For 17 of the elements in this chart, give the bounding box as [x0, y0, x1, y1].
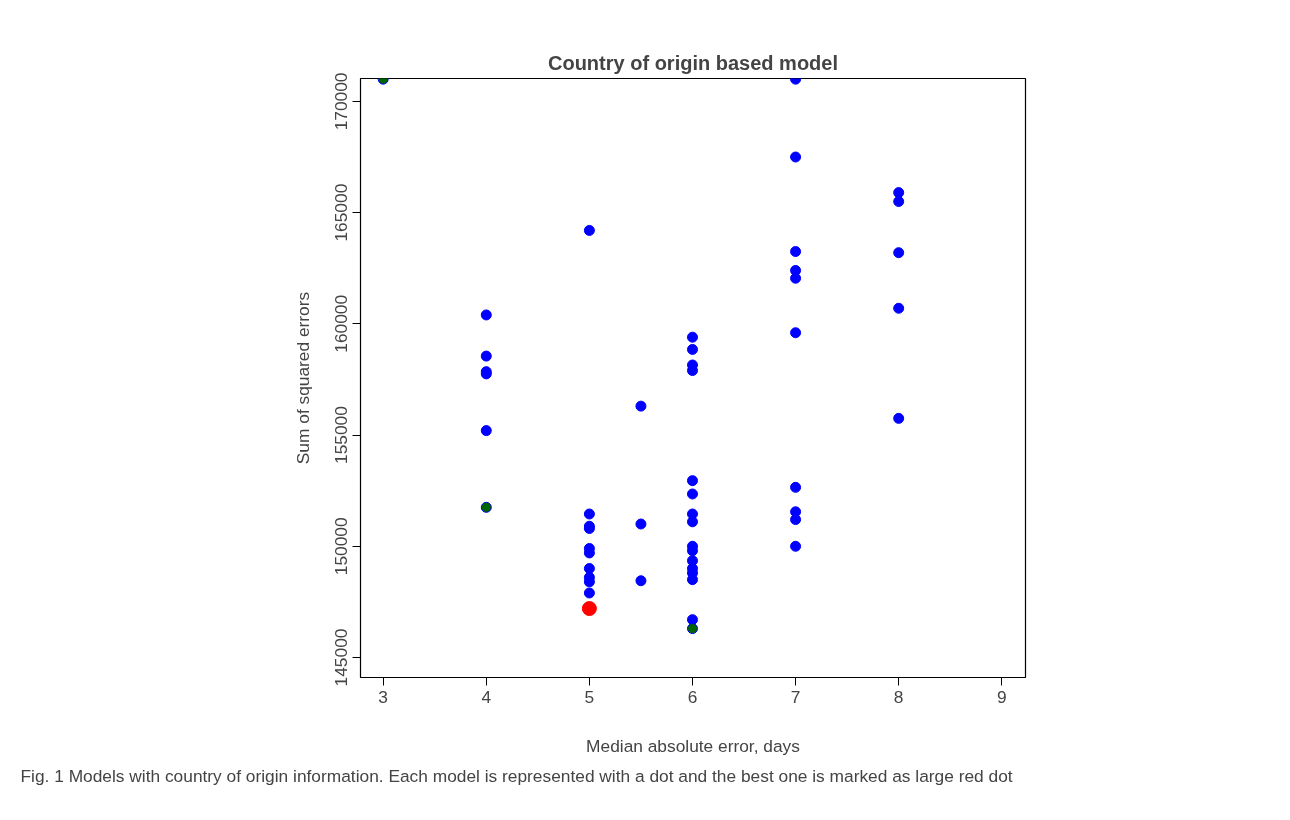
y-tick-label: 145000: [331, 628, 352, 687]
y-axis-title: Sum of squared errors: [292, 291, 313, 465]
y-tick-label: 150000: [331, 517, 352, 576]
x-tick-label: 9: [996, 686, 1007, 707]
x-tick-label: 4: [481, 686, 492, 707]
y-tick-label: 165000: [331, 183, 352, 242]
y-tick-label: 155000: [331, 406, 352, 464]
x-tick-label: 6: [687, 686, 698, 707]
caption: Fig. 1 Models with country of origin information. Each model is represented with a dot and the best one is marked as large red dot: [20, 765, 1013, 786]
y-tick-label: 160000: [331, 294, 352, 353]
x-tick-label: 5: [584, 686, 595, 707]
x-tick-label: 8: [893, 686, 904, 707]
chart-title: Country of origin based model: [548, 51, 839, 74]
x-tick-label: 3: [378, 686, 388, 707]
y-tick-label: 170000: [331, 72, 352, 131]
x-axis-title: Median absolute error, days: [586, 735, 801, 756]
x-tick-label: 7: [790, 686, 801, 707]
